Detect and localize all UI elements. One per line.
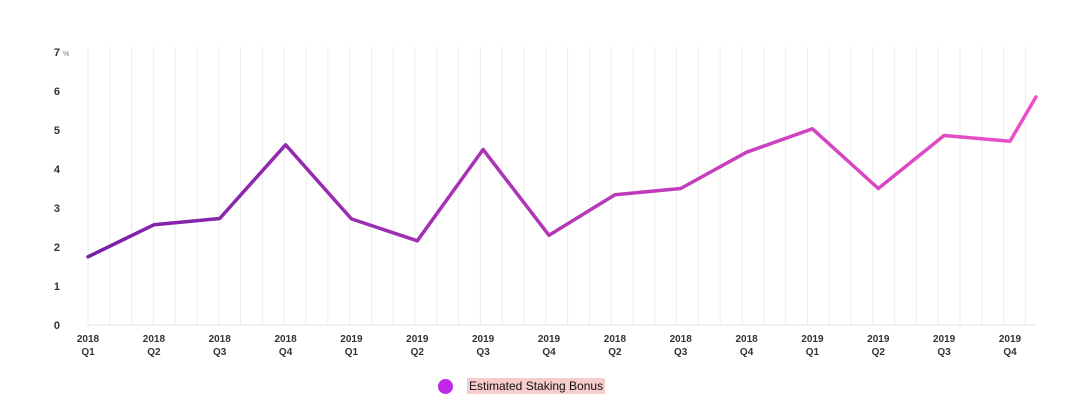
x-tick-label: 2018 Q2 xyxy=(604,334,627,358)
data-point xyxy=(284,143,288,147)
x-tick-year: 2018 xyxy=(604,334,627,345)
x-tick-label: 2018 Q2 xyxy=(143,334,166,358)
series-line xyxy=(86,95,1038,259)
data-point xyxy=(481,148,485,152)
x-tick-label: 2018 Q3 xyxy=(209,334,232,358)
x-tick-year: 2019 xyxy=(472,334,495,345)
x-tick-quarter: Q3 xyxy=(476,347,490,358)
y-tick-label: 2 xyxy=(54,242,60,254)
x-tick-year: 2019 xyxy=(867,334,890,345)
legend-label[interactable]: Estimated Staking Bonus xyxy=(467,378,606,394)
x-tick-year: 2018 xyxy=(209,334,232,345)
data-point xyxy=(86,255,90,259)
data-point xyxy=(547,233,551,237)
line-chart: 0 1 2 3 4 5 6 7% 2018 Q1 2018 Q2 2018 Q3 2018 Q4 2019 Q1… xyxy=(54,47,1038,358)
x-tick-year: 2018 xyxy=(143,334,166,345)
data-point xyxy=(810,127,814,131)
x-tick-quarter: Q1 xyxy=(81,347,95,358)
data-point xyxy=(1034,95,1038,99)
x-tick-quarter: Q4 xyxy=(279,347,293,358)
y-tick-label: 6 xyxy=(54,86,60,98)
x-tick-year: 2019 xyxy=(801,334,824,345)
data-point xyxy=(876,187,880,191)
data-point xyxy=(218,217,222,221)
x-tick-year: 2018 xyxy=(670,334,693,345)
y-tick-label: 0 xyxy=(54,320,60,332)
data-point xyxy=(679,187,683,191)
x-tick-label: 2018 Q1 xyxy=(77,334,100,358)
data-point xyxy=(942,134,946,138)
x-tick-quarter: Q1 xyxy=(345,347,359,358)
x-tick-quarter: Q2 xyxy=(608,347,622,358)
x-tick-year: 2019 xyxy=(406,334,429,345)
x-tick-label: 2019 Q4 xyxy=(538,334,561,358)
x-tick-year: 2018 xyxy=(274,334,297,345)
legend: Estimated Staking Bonus xyxy=(438,377,606,395)
x-tick-label: 2018 Q4 xyxy=(735,334,758,358)
x-tick-year: 2018 xyxy=(735,334,758,345)
legend-marker[interactable] xyxy=(438,378,453,394)
series-estimated-staking-bonus xyxy=(86,95,1038,259)
y-axis: 0 1 2 3 4 5 6 7% xyxy=(54,47,69,332)
x-tick-year: 2019 xyxy=(538,334,561,345)
x-tick-year: 2018 xyxy=(77,334,100,345)
grid-lines xyxy=(87,47,1036,326)
data-point xyxy=(613,193,617,197)
x-tick-quarter: Q3 xyxy=(213,347,227,358)
x-tick-quarter: Q3 xyxy=(937,347,951,358)
x-tick-label: 2019 Q1 xyxy=(801,334,824,358)
x-tick-label: 2018 Q3 xyxy=(670,334,693,358)
x-tick-label: 2018 Q4 xyxy=(274,334,297,358)
x-tick-label: 2019 Q1 xyxy=(340,334,363,358)
x-tick-label: 2019 Q2 xyxy=(867,334,890,358)
y-unit-label: % xyxy=(63,51,69,58)
y-tick-label: 3 xyxy=(54,203,60,215)
x-tick-year: 2019 xyxy=(933,334,956,345)
x-tick-quarter: Q4 xyxy=(1003,347,1017,358)
data-point xyxy=(745,150,749,154)
x-tick-year: 2019 xyxy=(340,334,363,345)
x-tick-quarter: Q2 xyxy=(872,347,886,358)
y-tick-label: 7 xyxy=(54,47,60,59)
x-tick-label: 2019 Q3 xyxy=(933,334,956,358)
x-tick-quarter: Q4 xyxy=(740,347,754,358)
data-point xyxy=(415,239,419,243)
x-tick-quarter: Q2 xyxy=(411,347,425,358)
data-point xyxy=(152,223,156,227)
x-tick-label: 2019 Q3 xyxy=(472,334,495,358)
x-tick-label: 2019 Q4 xyxy=(999,334,1022,358)
x-tick-quarter: Q2 xyxy=(147,347,161,358)
y-tick-label: 1 xyxy=(54,281,60,293)
data-point xyxy=(1008,139,1012,143)
y-tick-label: 5 xyxy=(54,125,60,137)
x-tick-quarter: Q1 xyxy=(806,347,820,358)
x-tick-year: 2019 xyxy=(999,334,1022,345)
x-tick-label: 2019 Q2 xyxy=(406,334,429,358)
x-tick-quarter: Q3 xyxy=(674,347,688,358)
data-point xyxy=(349,217,353,221)
y-tick-label: 4 xyxy=(54,164,61,176)
x-tick-quarter: Q4 xyxy=(542,347,556,358)
